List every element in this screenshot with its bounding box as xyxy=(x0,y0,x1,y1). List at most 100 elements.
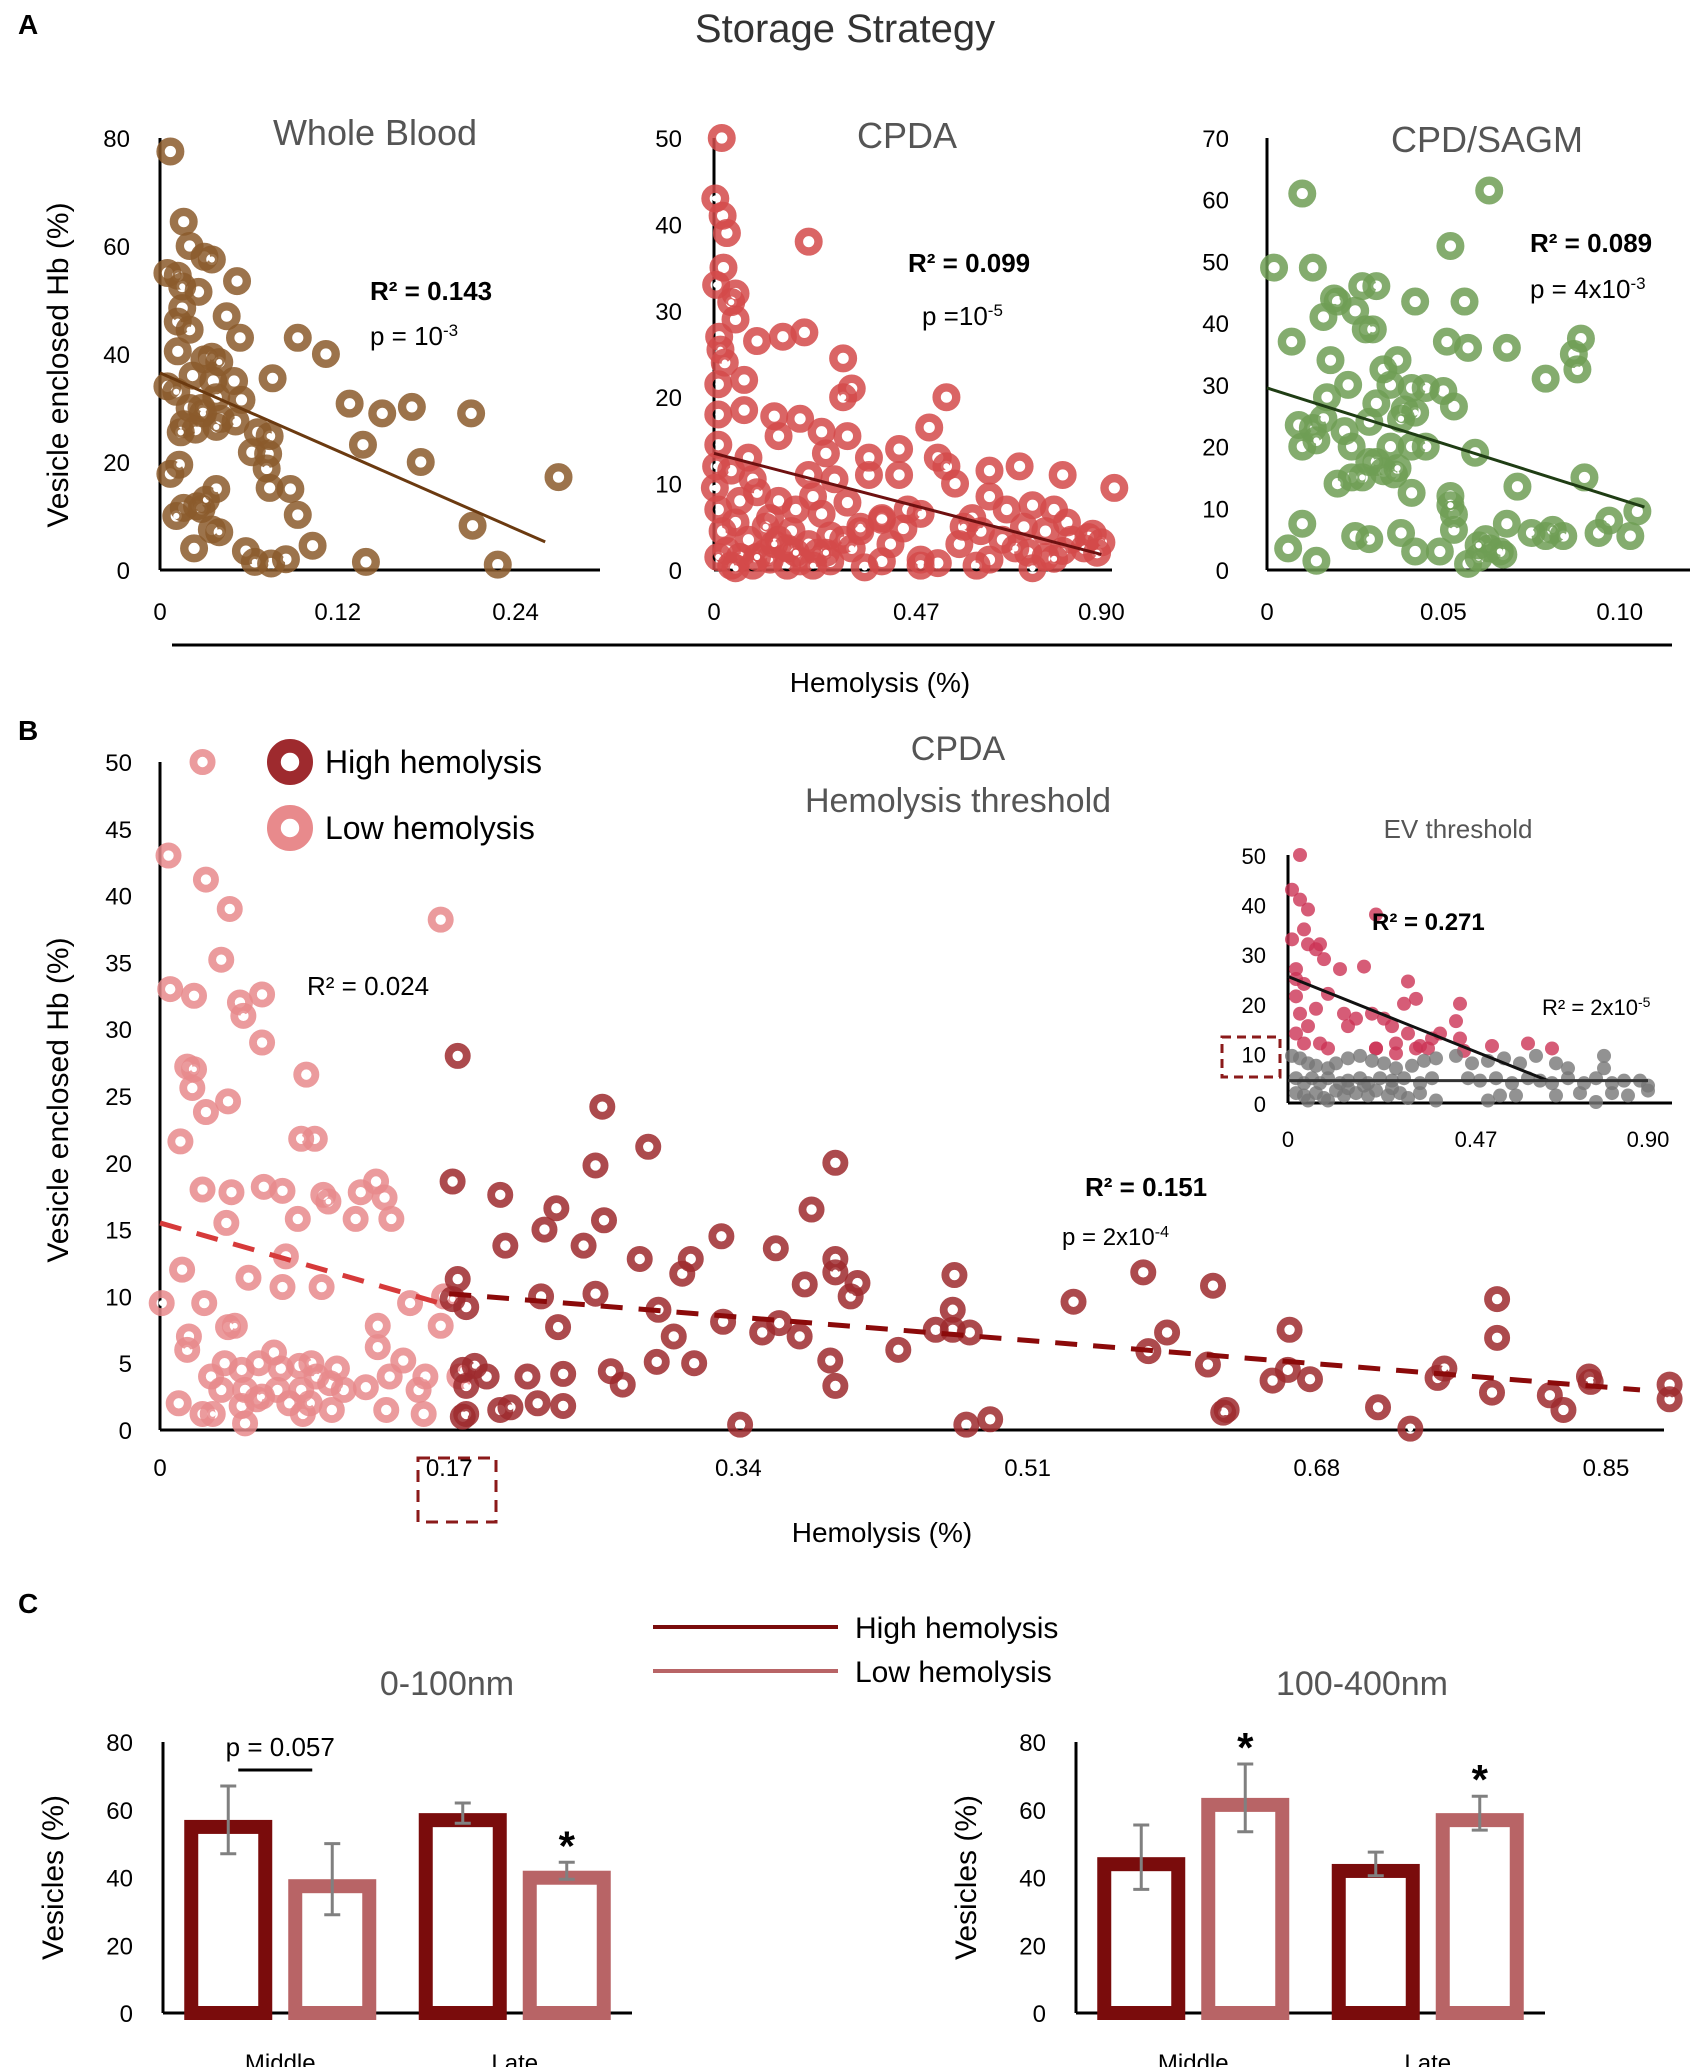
data-point-ring xyxy=(1334,370,1363,399)
data-point-center xyxy=(318,1284,325,1290)
data-point-ring xyxy=(269,1177,296,1204)
data-point-center xyxy=(713,281,720,288)
data-point xyxy=(1509,1088,1523,1103)
data-point-center xyxy=(1503,520,1510,527)
data-point-center xyxy=(173,512,180,520)
data-point-ring xyxy=(412,1363,439,1390)
r-squared-high-annotation: R² = 0.151 xyxy=(1085,1172,1207,1202)
data-point-center xyxy=(1494,1334,1500,1341)
data-point xyxy=(175,315,204,344)
data-point-center xyxy=(208,256,215,263)
data-point-center xyxy=(374,1322,381,1329)
data-point-ring xyxy=(1531,364,1560,393)
data-point-center xyxy=(362,558,370,565)
data-point-center xyxy=(711,484,718,492)
data-point-center xyxy=(420,1411,427,1417)
data-point xyxy=(1616,522,1645,551)
data-point-center xyxy=(728,299,735,306)
chart-title: Whole Blood xyxy=(273,112,477,153)
data-point xyxy=(1389,1046,1403,1061)
data-point xyxy=(1561,1071,1575,1086)
data-point xyxy=(786,404,815,433)
data-point xyxy=(708,1223,735,1250)
data-point-ring xyxy=(669,1260,696,1287)
data-point-center xyxy=(177,1138,184,1145)
data-point-center xyxy=(1407,1425,1414,1432)
data-point-center xyxy=(494,561,501,568)
data-point-center xyxy=(232,418,239,425)
data-point-center xyxy=(223,313,230,320)
data-point-ring xyxy=(837,534,866,563)
data-point-ring xyxy=(1436,491,1465,520)
data-point xyxy=(249,1383,276,1410)
data-point-center xyxy=(1581,474,1588,481)
data-point xyxy=(885,460,914,489)
data-point xyxy=(1493,1088,1507,1103)
series-above-ev-threshold xyxy=(1285,848,1559,1061)
data-point-ring xyxy=(163,337,192,366)
trendline xyxy=(1287,975,1549,1083)
data-point-center xyxy=(524,1373,531,1380)
data-point-ring xyxy=(216,895,243,922)
data-point-ring xyxy=(457,399,486,428)
data-point-center xyxy=(1380,366,1387,373)
data-point xyxy=(1529,1048,1543,1063)
data-point-ring xyxy=(223,267,252,296)
data-point-ring xyxy=(221,1312,248,1339)
panel-label-c: C xyxy=(18,1588,38,1619)
data-point-ring xyxy=(822,1259,849,1286)
data-point-center xyxy=(715,441,722,448)
data-point-ring xyxy=(1288,509,1317,538)
data-point-center xyxy=(1450,526,1458,533)
data-point-ring xyxy=(524,1390,551,1417)
threshold-highlight-box xyxy=(416,1456,498,1524)
data-point xyxy=(1413,1086,1427,1101)
data-point xyxy=(1485,537,1514,566)
data-point-center xyxy=(407,1300,413,1306)
data-point xyxy=(681,1350,708,1377)
x-tick-label: 0.68 xyxy=(1293,1455,1340,1482)
data-point-center xyxy=(895,1346,902,1353)
data-point-ring xyxy=(175,315,204,344)
data-point-ring xyxy=(215,1088,242,1115)
data-point xyxy=(1549,522,1578,551)
data-point xyxy=(1397,996,1411,1011)
data-point-center xyxy=(328,1407,335,1413)
data-point-center xyxy=(861,564,868,571)
data-point-ring xyxy=(376,1363,403,1390)
data-point-center xyxy=(1352,307,1359,314)
data-point xyxy=(710,348,739,377)
data-point-ring xyxy=(885,1336,912,1363)
data-point-center xyxy=(779,333,786,340)
data-point-center xyxy=(1299,520,1306,527)
data-point-center xyxy=(762,523,769,530)
data-point-ring xyxy=(712,219,741,248)
data-point xyxy=(1641,1083,1655,1098)
data-point xyxy=(1389,1061,1403,1076)
y-tick-label: 20 xyxy=(106,1933,133,1960)
data-point-center xyxy=(388,1216,395,1222)
data-point-center xyxy=(346,400,353,407)
data-point-ring xyxy=(829,344,858,373)
data-point-ring xyxy=(762,1235,789,1262)
data-point xyxy=(162,502,191,531)
data-point-center xyxy=(541,1226,548,1233)
data-point-center xyxy=(1394,465,1401,472)
data-point xyxy=(342,1205,369,1232)
data-point-center xyxy=(720,264,727,271)
data-point-center xyxy=(287,485,294,493)
data-point-center xyxy=(1394,357,1401,364)
bar xyxy=(1331,1863,1420,2020)
data-point xyxy=(591,1207,618,1234)
data-point-ring xyxy=(497,1394,524,1421)
data-point-center xyxy=(636,1256,643,1262)
data-point-ring xyxy=(181,982,208,1009)
data-point xyxy=(1517,518,1546,547)
r-squared-annotation: R² = 0.099 xyxy=(908,248,1030,278)
data-point-center xyxy=(687,1256,694,1262)
data-point-ring xyxy=(1365,1394,1392,1421)
data-point-center xyxy=(737,1421,743,1428)
data-point-ring xyxy=(298,531,327,560)
data-point xyxy=(906,499,935,528)
data-point xyxy=(390,1347,417,1374)
